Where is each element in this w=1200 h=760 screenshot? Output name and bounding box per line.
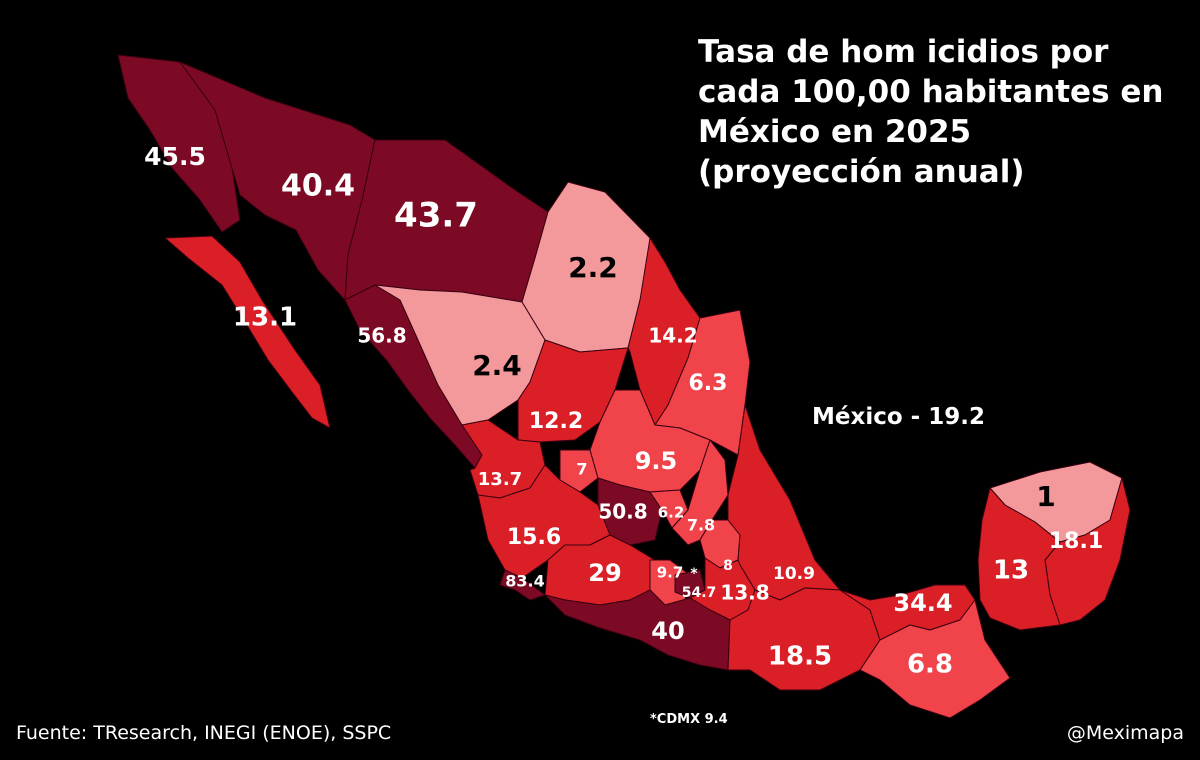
- credit-text: @Meximapa: [1066, 722, 1184, 744]
- state-rate-label: 9.5: [635, 447, 678, 475]
- map-title: Tasa de hom icidios por cada 100,00 habi…: [698, 34, 1164, 190]
- state-rate-label: 6.2: [658, 504, 685, 522]
- state-rate-label: 40: [651, 617, 684, 645]
- state-rate-label: 6.3: [689, 371, 728, 396]
- state-regions: [117, 54, 1131, 719]
- state-rate-label: 83.4: [505, 572, 544, 591]
- state-rate-label: 10.9: [773, 564, 815, 584]
- source-text: Fuente: TResearch, INEGI (ENOE), SSPC: [16, 722, 392, 744]
- state-region: [859, 599, 1011, 719]
- state-region: [544, 589, 731, 671]
- state-region: [977, 487, 1061, 631]
- state-rate-label: 8: [723, 558, 733, 574]
- state-rate-label: 18.1: [1049, 529, 1103, 554]
- state-rate-label: 2.4: [472, 349, 522, 382]
- cdmx-marker: *: [690, 566, 698, 582]
- state-rate-label: 1: [1036, 480, 1055, 513]
- state-region: [179, 61, 376, 301]
- state-rate-label: 18.5: [768, 642, 832, 672]
- state-rate-label: 45.5: [144, 142, 206, 171]
- state-rate-label: 13.8: [720, 581, 769, 605]
- state-region: [559, 449, 599, 493]
- state-region: [164, 235, 331, 429]
- state-rate-label: 15.6: [507, 525, 561, 550]
- state-region: [499, 569, 546, 601]
- state-rate-label: 43.7: [394, 196, 478, 236]
- state-rate-label: 29: [588, 559, 621, 587]
- national-rate: México - 19.2: [812, 404, 985, 430]
- state-rate-label: 34.4: [893, 589, 952, 617]
- state-rate-label: 14.2: [648, 324, 697, 348]
- state-rate-label: 13: [993, 556, 1029, 586]
- state-rate-label: 7: [576, 460, 587, 479]
- state-rate-label: 13.1: [233, 303, 297, 333]
- state-rate-label: 56.8: [357, 324, 406, 348]
- state-rate-label: 40.4: [281, 169, 355, 204]
- cdmx-note: *CDMX 9.4: [650, 712, 728, 727]
- state-rate-label: 6.8: [907, 650, 953, 680]
- state-rate-label: 7.8: [687, 516, 715, 535]
- state-rate-label: 13.7: [478, 469, 522, 490]
- state-rate-label: 12.2: [529, 409, 583, 434]
- state-rate-label: 54.7: [682, 585, 717, 601]
- state-region: [671, 439, 729, 546]
- state-rate-label: 2.2: [568, 251, 618, 284]
- state-rate-label: 9.7: [657, 564, 684, 582]
- state-rate-label: 50.8: [598, 500, 647, 524]
- state-labels: 45.5 40.4 43.7 2.2 13.1 56.8 2.4 14.2 6.3 12.2 7 9.…: [144, 142, 1103, 680]
